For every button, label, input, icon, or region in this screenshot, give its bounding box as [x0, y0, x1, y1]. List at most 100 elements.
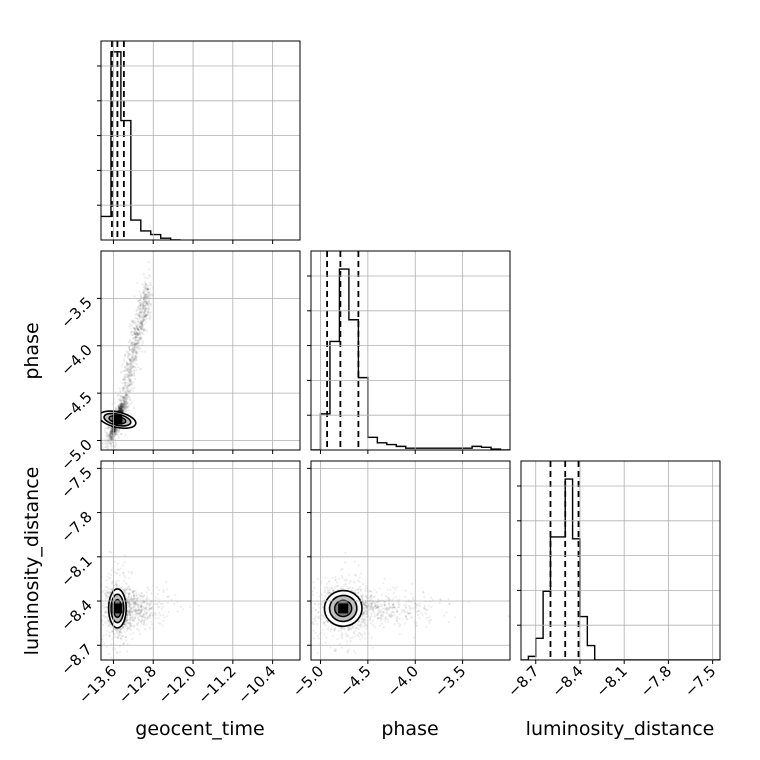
scatter-point	[129, 619, 132, 622]
scatter-point	[109, 436, 112, 439]
scatter-point	[110, 432, 113, 435]
scatter-point	[110, 445, 113, 448]
scatter-point	[107, 572, 110, 575]
scatter-point	[140, 331, 143, 334]
scatter-point	[121, 635, 124, 638]
scatter-point	[121, 409, 125, 412]
scatter-point	[125, 406, 128, 409]
scatter-point	[354, 629, 357, 633]
scatter-point	[129, 589, 133, 592]
scatter-point	[139, 336, 142, 339]
scatter-point	[121, 403, 125, 406]
scatter-point	[128, 627, 131, 630]
scatter-point	[316, 634, 319, 638]
scatter-point	[121, 408, 124, 411]
scatter-point	[122, 399, 126, 402]
x-tick-label-geocent-time-2: −12.0	[155, 662, 200, 707]
scatter-point	[150, 304, 153, 307]
scatter-point	[170, 598, 173, 601]
scatter-point	[125, 408, 128, 411]
scatter-point	[119, 586, 123, 589]
scatter-point	[122, 405, 125, 408]
scatter-point	[127, 357, 131, 361]
scatter-point	[120, 370, 123, 373]
scatter-point	[132, 358, 136, 361]
scatter-point	[107, 434, 110, 437]
scatter-point	[341, 633, 344, 637]
scatter-point	[110, 656, 113, 659]
scatter-point	[124, 635, 128, 639]
scatter-point	[154, 617, 157, 620]
scatter-point	[132, 358, 135, 362]
scatter-point	[136, 612, 139, 615]
scatter-point	[127, 405, 130, 408]
scatter-point	[142, 317, 145, 320]
scatter-point	[320, 593, 323, 596]
scatter-point	[126, 373, 130, 376]
scatter-point	[133, 601, 137, 604]
scatter-point	[142, 306, 145, 310]
scatter-point	[146, 288, 150, 291]
scatter-point	[145, 314, 148, 317]
scatter-point	[109, 576, 112, 579]
scatter-point	[106, 629, 109, 633]
scatter-point	[325, 586, 329, 589]
scatter-point	[125, 402, 129, 405]
scatter-point	[129, 343, 132, 346]
scatter-point	[129, 616, 132, 619]
scatter-point	[135, 351, 138, 354]
scatter-point	[128, 589, 131, 592]
scatter-point	[142, 594, 146, 597]
scatter-point	[125, 620, 128, 623]
scatter-point	[325, 636, 328, 639]
scatter-point	[167, 610, 170, 614]
scatter-point	[133, 341, 136, 344]
scatter-point	[137, 332, 140, 335]
scatter-point	[119, 408, 122, 411]
scatter-point	[122, 402, 126, 405]
scatter-point	[126, 642, 129, 645]
scatter-point	[126, 616, 129, 619]
scatter-point	[133, 333, 136, 336]
scatter-point	[144, 321, 147, 324]
scatter-point	[125, 364, 128, 367]
scatter-point	[118, 409, 121, 412]
scatter-point	[148, 275, 151, 278]
scatter-point	[120, 405, 123, 408]
scatter-point	[139, 633, 142, 636]
scatter-point	[364, 601, 367, 605]
scatter-point	[132, 601, 135, 604]
scatter-point	[114, 431, 117, 434]
scatter-point	[121, 406, 124, 409]
scatter-point	[135, 323, 138, 326]
scatter-point	[145, 612, 149, 615]
scatter-point	[109, 588, 112, 591]
scatter-point	[127, 586, 130, 589]
scatter-point	[121, 363, 124, 366]
scatter-point	[373, 595, 376, 598]
scatter-point	[144, 618, 147, 622]
scatter-point	[121, 572, 124, 575]
scatter-point	[120, 395, 123, 398]
scatter-point	[144, 293, 147, 296]
scatter-point	[349, 579, 352, 583]
scatter-point	[108, 434, 111, 437]
scatter-point	[121, 405, 125, 408]
scatter-point	[144, 282, 147, 286]
scatter-point	[148, 607, 151, 610]
scatter-point	[139, 321, 143, 324]
scatter-point	[141, 320, 145, 323]
scatter-point	[118, 634, 121, 637]
scatter-point	[143, 296, 147, 299]
scatter-point	[121, 409, 124, 412]
scatter-point	[142, 613, 145, 616]
scatter-point	[119, 631, 122, 634]
scatter-point	[139, 321, 142, 325]
scatter-point	[129, 609, 133, 612]
scatter-point	[122, 579, 126, 582]
scatter-point	[116, 634, 119, 637]
scatter-point	[118, 404, 121, 408]
scatter-point	[138, 350, 141, 353]
scatter-point	[123, 410, 127, 413]
scatter-point	[133, 342, 136, 345]
